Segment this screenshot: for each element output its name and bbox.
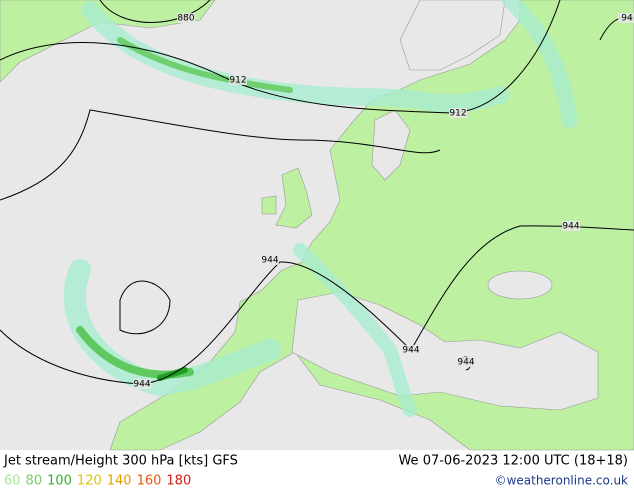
contour-label-bg bbox=[449, 108, 467, 118]
legend: 60 80 100 120 140 160 180 bbox=[4, 474, 191, 489]
legend-item: 180 bbox=[166, 474, 191, 489]
contour-label-bg bbox=[261, 255, 279, 265]
contour-label: 944 bbox=[261, 256, 278, 266]
contour-label: 880 bbox=[177, 14, 194, 24]
contour-label-bg bbox=[229, 75, 247, 85]
contour-labels: 880 912 912 944 944 944 944 944 94 bbox=[133, 13, 634, 390]
jet-streams bbox=[63, 0, 578, 417]
contour-label: 94 bbox=[621, 14, 633, 24]
legend-item: 80 bbox=[26, 474, 43, 489]
legend-item: 140 bbox=[107, 474, 132, 489]
contour-label: 944 bbox=[402, 346, 419, 356]
legend-item: 60 bbox=[4, 474, 21, 489]
valid-time: We 07-06-2023 12:00 UTC (18+18) bbox=[398, 454, 628, 469]
contour-label-bg bbox=[402, 345, 420, 355]
contour-label: 944 bbox=[457, 358, 474, 368]
contour-label-bg bbox=[562, 221, 580, 231]
credit: ©weatheronline.co.uk bbox=[495, 474, 628, 488]
legend-item: 100 bbox=[47, 474, 72, 489]
legend-item: 120 bbox=[77, 474, 102, 489]
contour-label-bg bbox=[177, 13, 195, 23]
contour-label-bg bbox=[457, 357, 475, 367]
contour-label: 912 bbox=[229, 76, 246, 86]
legend-item: 160 bbox=[137, 474, 162, 489]
contour-label-bg bbox=[618, 13, 634, 23]
land bbox=[0, 0, 634, 451]
contours bbox=[0, 0, 634, 385]
contour-label: 912 bbox=[449, 109, 466, 119]
contour-label: 944 bbox=[562, 222, 579, 232]
contour-label: 944 bbox=[133, 380, 150, 390]
contour-label-bg bbox=[133, 379, 151, 389]
map-title: Jet stream/Height 300 hPa [kts] GFS bbox=[3, 454, 238, 469]
